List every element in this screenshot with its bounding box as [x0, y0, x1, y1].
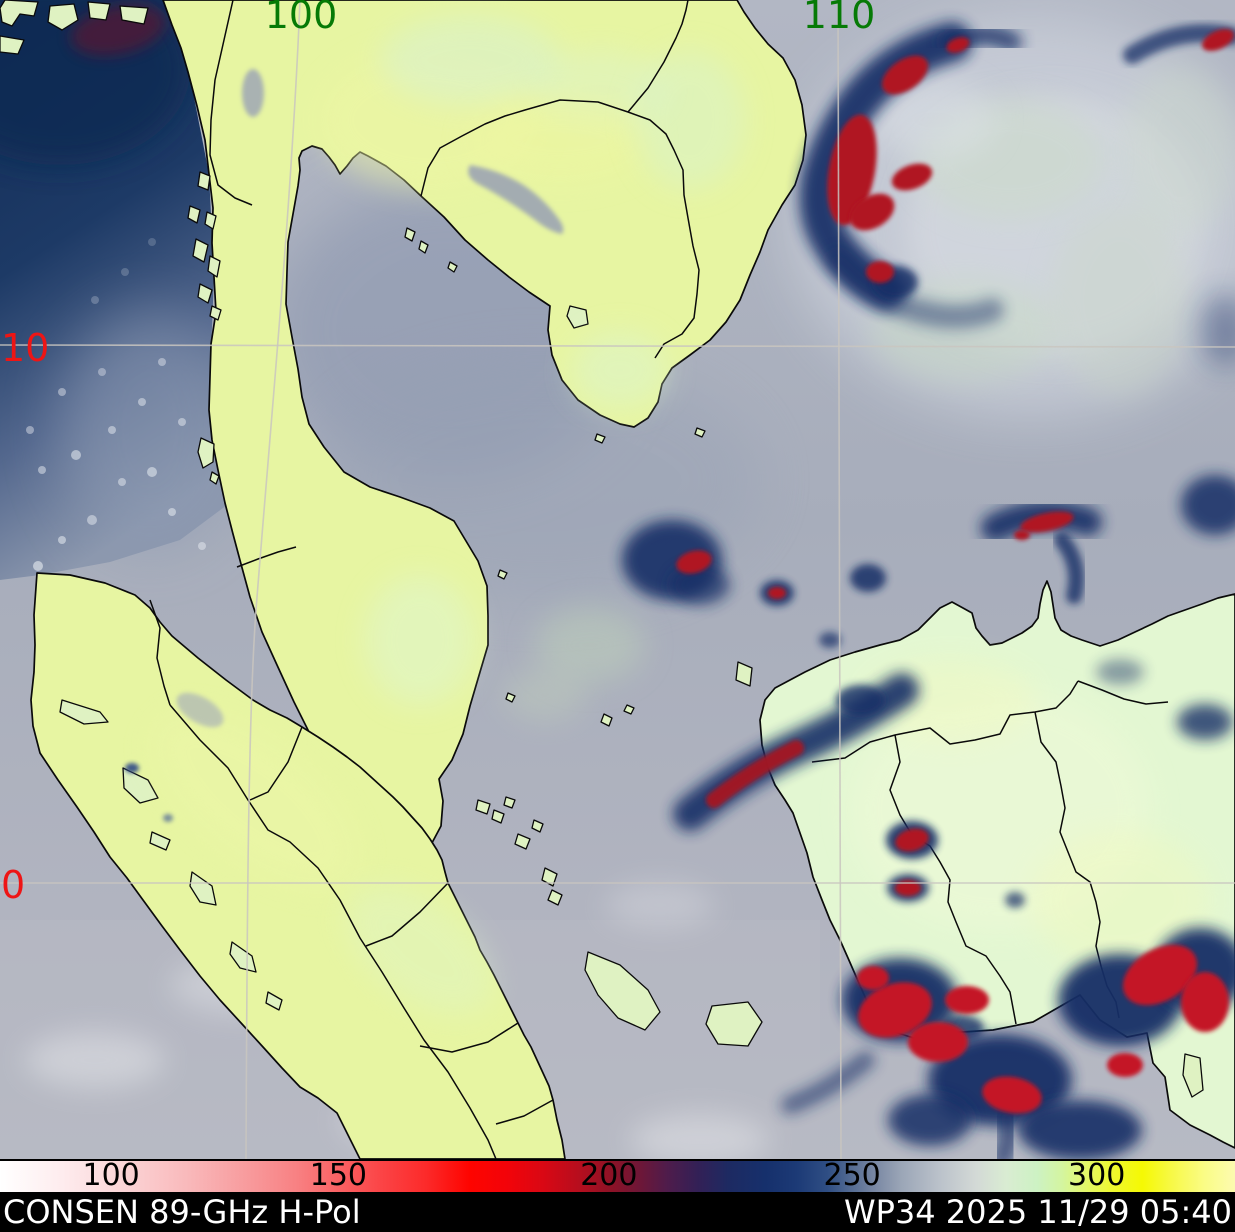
parallel-10n: [0, 344, 1235, 348]
lat-label-0: 0: [1, 863, 25, 907]
convection-red-layer: [676, 29, 1234, 1114]
meridian-110e: [837, 0, 842, 1159]
brightness-temperature-colorbar: 100 150 200 250 300: [0, 1159, 1235, 1193]
border-lines-layer: [149, 0, 1169, 1159]
landmass-indochina: [162, 0, 807, 867]
colorbar-tick: 200: [580, 1157, 638, 1193]
grid-labels-layer: 100 110 10 0: [1, 0, 875, 907]
product-label: CONSEN 89-GHz H-Pol: [3, 1193, 361, 1231]
colorbar-tick: 100: [82, 1157, 140, 1193]
island-belitung: [705, 1001, 763, 1047]
meridian-100e: [245, 0, 301, 1159]
island-bangka: [584, 951, 661, 1031]
colorbar-tick: 300: [1068, 1157, 1126, 1193]
colorbar-tick: 250: [823, 1157, 881, 1193]
footer-bar: CONSEN 89-GHz H-Pol WP34 2025 11/29 05:4…: [0, 1193, 1235, 1231]
graticule-layer: [0, 0, 1235, 1159]
convection-navy-layer: [622, 22, 1235, 1159]
colorbar-tick: 150: [309, 1157, 368, 1193]
lon-label-110: 110: [803, 0, 876, 37]
storm-datetime-label: WP34 2025 11/29 05:40: [843, 1193, 1232, 1231]
lon-label-100: 100: [265, 0, 338, 37]
satellite-map: 100 110 10 0: [0, 0, 1235, 1159]
cloud-speckles-layer: [26, 238, 206, 571]
map-canvas: 100 110 10 0: [0, 0, 1235, 1159]
lat-label-10: 10: [1, 326, 49, 370]
